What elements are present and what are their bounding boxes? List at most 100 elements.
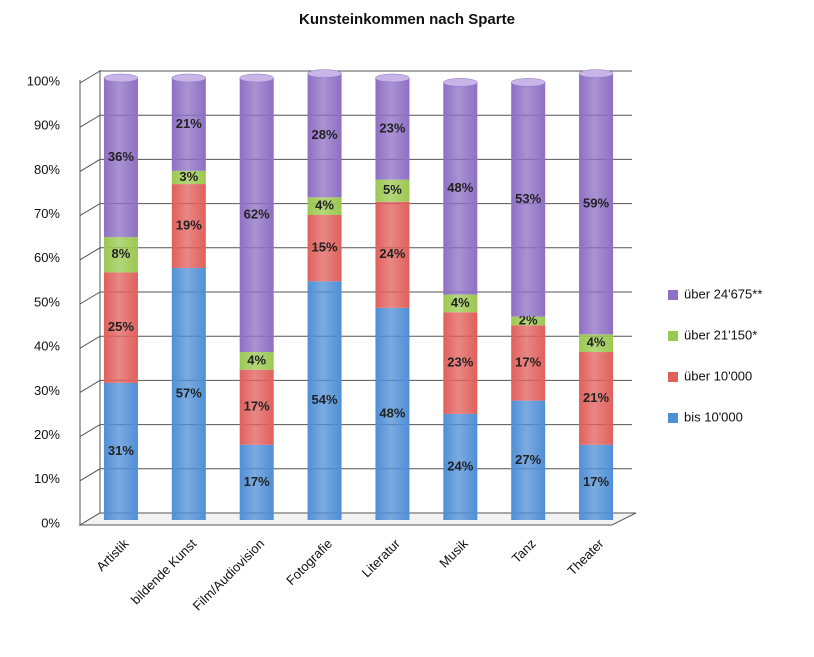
legend-swatch [668, 331, 678, 341]
value-label: 23% [447, 355, 473, 370]
y-tick-label: 70% [34, 206, 60, 221]
x-tick-label: Fotografie [283, 536, 335, 588]
bar-segment [375, 78, 410, 180]
bar-segment [239, 352, 274, 370]
value-label: 62% [244, 206, 270, 221]
grid-line [79, 379, 632, 393]
y-tick-label: 0% [41, 515, 60, 530]
bar-segment [103, 78, 138, 238]
bar-segment [579, 73, 614, 335]
value-label: 4% [315, 198, 334, 213]
cylinder-top [375, 73, 410, 83]
bar-segment [443, 312, 478, 414]
chart-title: Kunsteinkommen nach Sparte [299, 11, 515, 28]
grid-line [79, 70, 632, 84]
bar-segment [171, 268, 206, 520]
value-label: 17% [244, 399, 270, 414]
bar-segment [307, 197, 342, 216]
bar-segment [375, 307, 410, 520]
value-label: 53% [515, 191, 541, 206]
x-tick-label: Tanz [509, 536, 539, 566]
cylinder-top [103, 73, 139, 83]
value-label: 59% [583, 195, 609, 210]
value-label: 57% [176, 385, 202, 400]
bar-segment [375, 201, 410, 308]
bar-segment [239, 369, 274, 445]
bar-segment [103, 237, 138, 273]
legend-label: über 24'675** [684, 286, 762, 301]
value-label: 54% [312, 392, 338, 407]
legend-label: über 10'000 [684, 368, 752, 383]
grid-line [79, 468, 632, 482]
value-label: 17% [244, 474, 270, 489]
value-label: 5% [383, 182, 402, 197]
value-label: 17% [583, 474, 609, 489]
bar-segment [307, 281, 342, 520]
value-label: 17% [515, 355, 541, 370]
value-label: 24% [447, 458, 473, 473]
y-tick-label: 80% [34, 162, 60, 177]
value-label: 4% [451, 295, 470, 310]
y-tick-label: 60% [34, 250, 60, 265]
value-label: 48% [447, 180, 473, 195]
floor [78, 512, 637, 526]
value-label: 27% [515, 452, 541, 467]
x-tick-label: bildende Kunst [128, 536, 200, 608]
cylinder-top [510, 78, 546, 87]
bar-segment [443, 82, 478, 295]
x-tick-label: Film/Audiovision [190, 536, 268, 614]
y-tick-label: 40% [34, 339, 60, 354]
bar-segment [171, 78, 206, 171]
cylinder-top [239, 73, 274, 83]
bar-segment [375, 179, 410, 202]
bar-segment [579, 352, 614, 445]
cylinder-top [578, 69, 614, 78]
bar-segment [307, 215, 342, 282]
bar-segment [103, 272, 138, 383]
value-label: 8% [112, 246, 131, 261]
grid-line [79, 247, 632, 261]
value-label: 48% [379, 405, 405, 420]
grid-line [79, 203, 632, 217]
value-label: 4% [587, 335, 606, 350]
x-tick-label: Musik [436, 536, 471, 571]
y-tick-label: 50% [34, 294, 60, 309]
y-tick-label: 20% [34, 427, 60, 442]
legend-swatch [668, 290, 678, 300]
legend-label: bis 10'000 [684, 409, 743, 424]
grid-line [79, 424, 632, 438]
value-label: 25% [108, 319, 134, 334]
x-tick-label: Artistik [93, 536, 132, 575]
cylinder-top [443, 78, 478, 87]
value-label: 24% [379, 246, 405, 261]
bar-segment [443, 294, 478, 313]
value-label: 19% [176, 218, 202, 233]
bar-segment [579, 334, 614, 353]
y-tick-label: 90% [34, 118, 60, 133]
bar-segment [579, 444, 614, 520]
bar-segment [511, 400, 546, 520]
bar-segment [171, 170, 206, 185]
bar-segment [443, 413, 478, 520]
value-label: 28% [312, 127, 338, 142]
legend-label: über 21'150* [684, 327, 757, 342]
y-tick-label: 100% [27, 73, 61, 88]
bar-segment [239, 444, 274, 520]
grid-line [79, 158, 632, 172]
value-label: 21% [176, 116, 202, 131]
y-tick-label: 10% [34, 471, 60, 486]
cylinder-top [171, 73, 207, 83]
value-label: 31% [108, 443, 134, 458]
value-label: 15% [312, 240, 338, 255]
x-tick-label: Literatur [359, 535, 404, 580]
x-tick-label: Theater [564, 535, 607, 578]
cylinder-top [307, 69, 342, 78]
value-label: 4% [247, 352, 266, 367]
grid-line [79, 335, 632, 349]
bar-segment [239, 78, 274, 353]
y-tick-label: 30% [34, 383, 60, 398]
bar-segment [103, 382, 138, 520]
bar-segment [511, 316, 546, 326]
value-label: 23% [379, 120, 405, 135]
